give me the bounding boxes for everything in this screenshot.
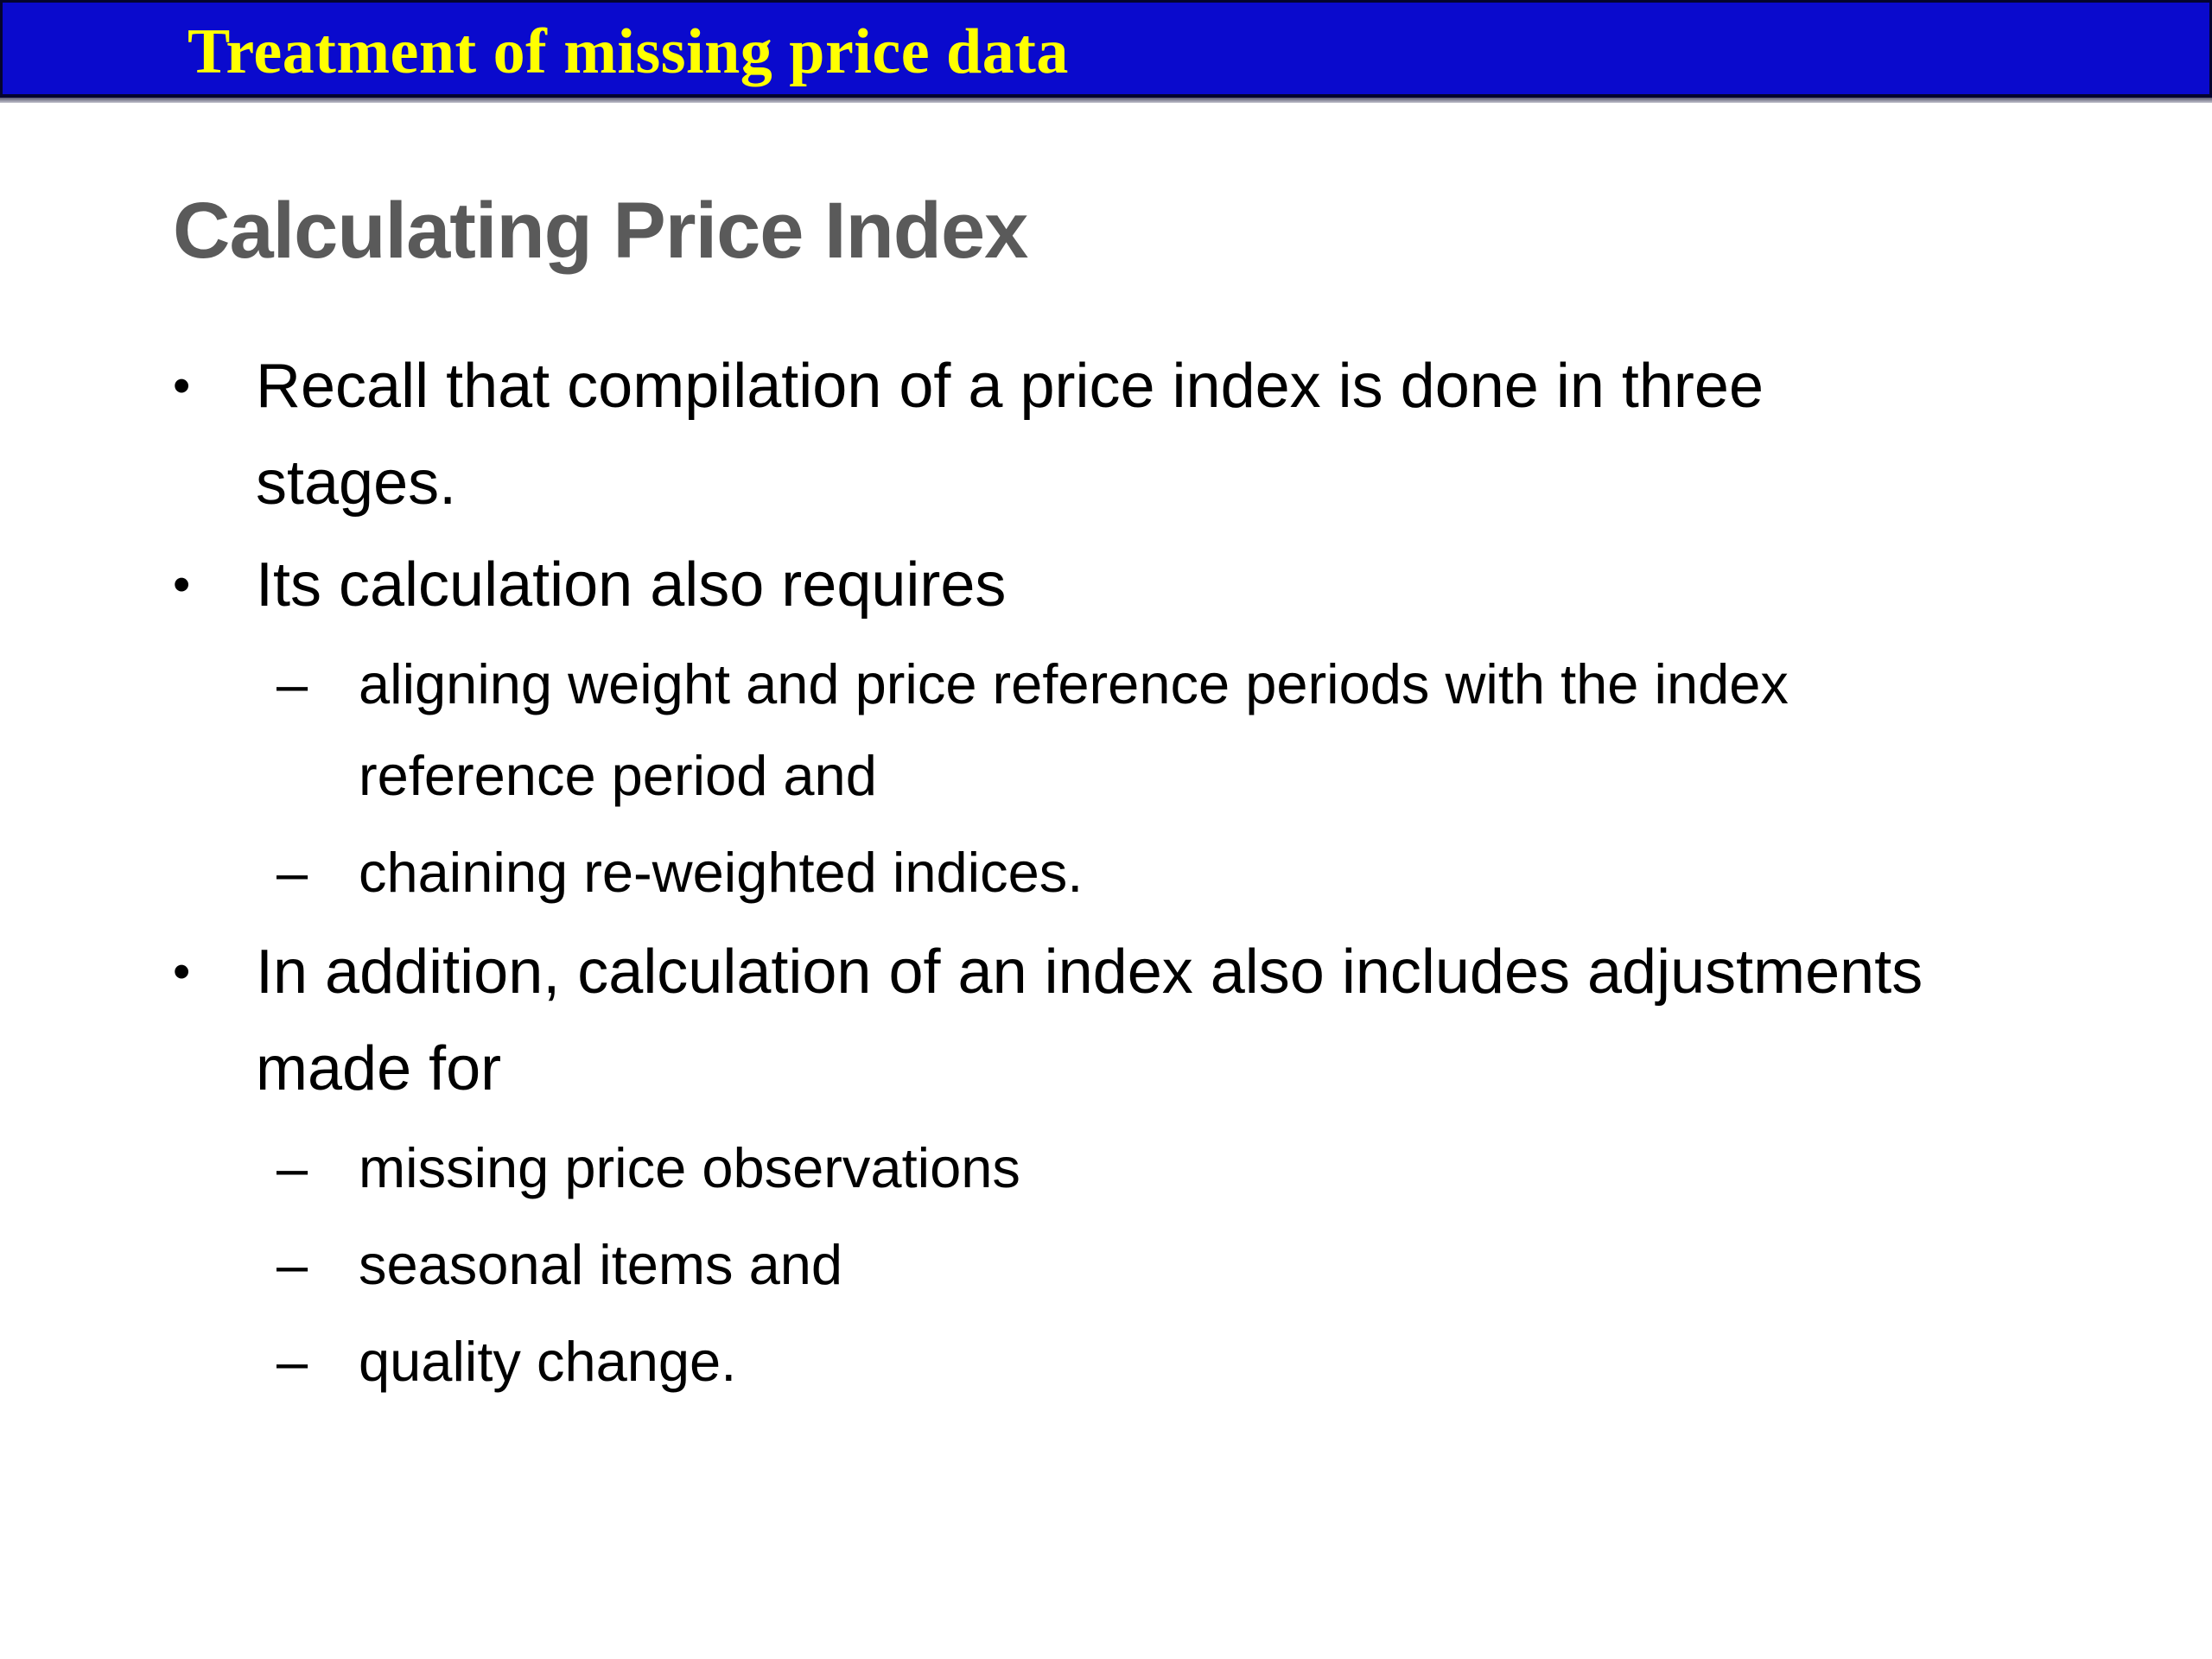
bullet-icon: • [173,556,191,613]
bullet-item: • Recall that compilation of a price ind… [173,338,2160,531]
dash-icon: – [276,1232,308,1296]
bullet-line: In addition, calculation of an index als… [256,937,1923,1007]
bullet-line: seasonal items and [359,1232,843,1296]
bullet-line: chaining re-weighted indices. [359,840,1084,904]
bullet-line: quality change. [359,1329,737,1393]
dash-icon: – [276,1135,308,1199]
bullet-line: missing price observations [359,1135,1020,1199]
bullet-item: • In addition, calculation of an index a… [173,924,2160,1117]
dash-icon: – [276,652,308,715]
banner-title: Treatment of missing price data [188,16,1069,87]
sub-bullet-item: – seasonal items and [173,1219,2160,1311]
dash-icon: – [276,840,308,904]
bullet-line: aligning weight and price reference peri… [359,652,1789,715]
bullet-text: seasonal items and [359,1219,842,1311]
bullet-line: reference period and [359,743,877,807]
bullet-list: • Recall that compilation of a price ind… [173,338,2160,1408]
bullet-text: missing price observations [359,1122,1020,1214]
slide-content: Calculating Price Index • Recall that co… [0,186,2212,1408]
dash-icon: – [276,1329,308,1393]
banner-shadow [0,98,2212,103]
bullet-text: aligning weight and price reference peri… [359,639,1789,822]
bullet-line: Its calculation also requires [256,550,1007,620]
bullet-text: In addition, calculation of an index als… [256,924,1923,1117]
bullet-line: Recall that compilation of a price index… [256,351,1764,421]
bullet-line: made for [256,1033,502,1103]
bullet-line: stages. [256,448,457,518]
sub-bullet-item: – aligning weight and price reference pe… [173,639,2160,822]
bullet-item: • Its calculation also requires [173,537,2160,633]
sub-bullet-item: – chaining re-weighted indices. [173,827,2160,918]
bullet-text: Recall that compilation of a price index… [256,338,1764,531]
bullet-text: Its calculation also requires [256,537,1006,633]
bullet-text: chaining re-weighted indices. [359,827,1083,918]
sub-bullet-item: – quality change. [173,1316,2160,1408]
bullet-icon: • [173,357,191,414]
slide-banner: Treatment of missing price data [0,0,2212,98]
page-title: Calculating Price Index [173,187,1028,275]
sub-bullet-item: – missing price observations [173,1122,2160,1214]
bullet-text: quality change. [359,1316,736,1408]
bullet-icon: • [173,943,191,1000]
